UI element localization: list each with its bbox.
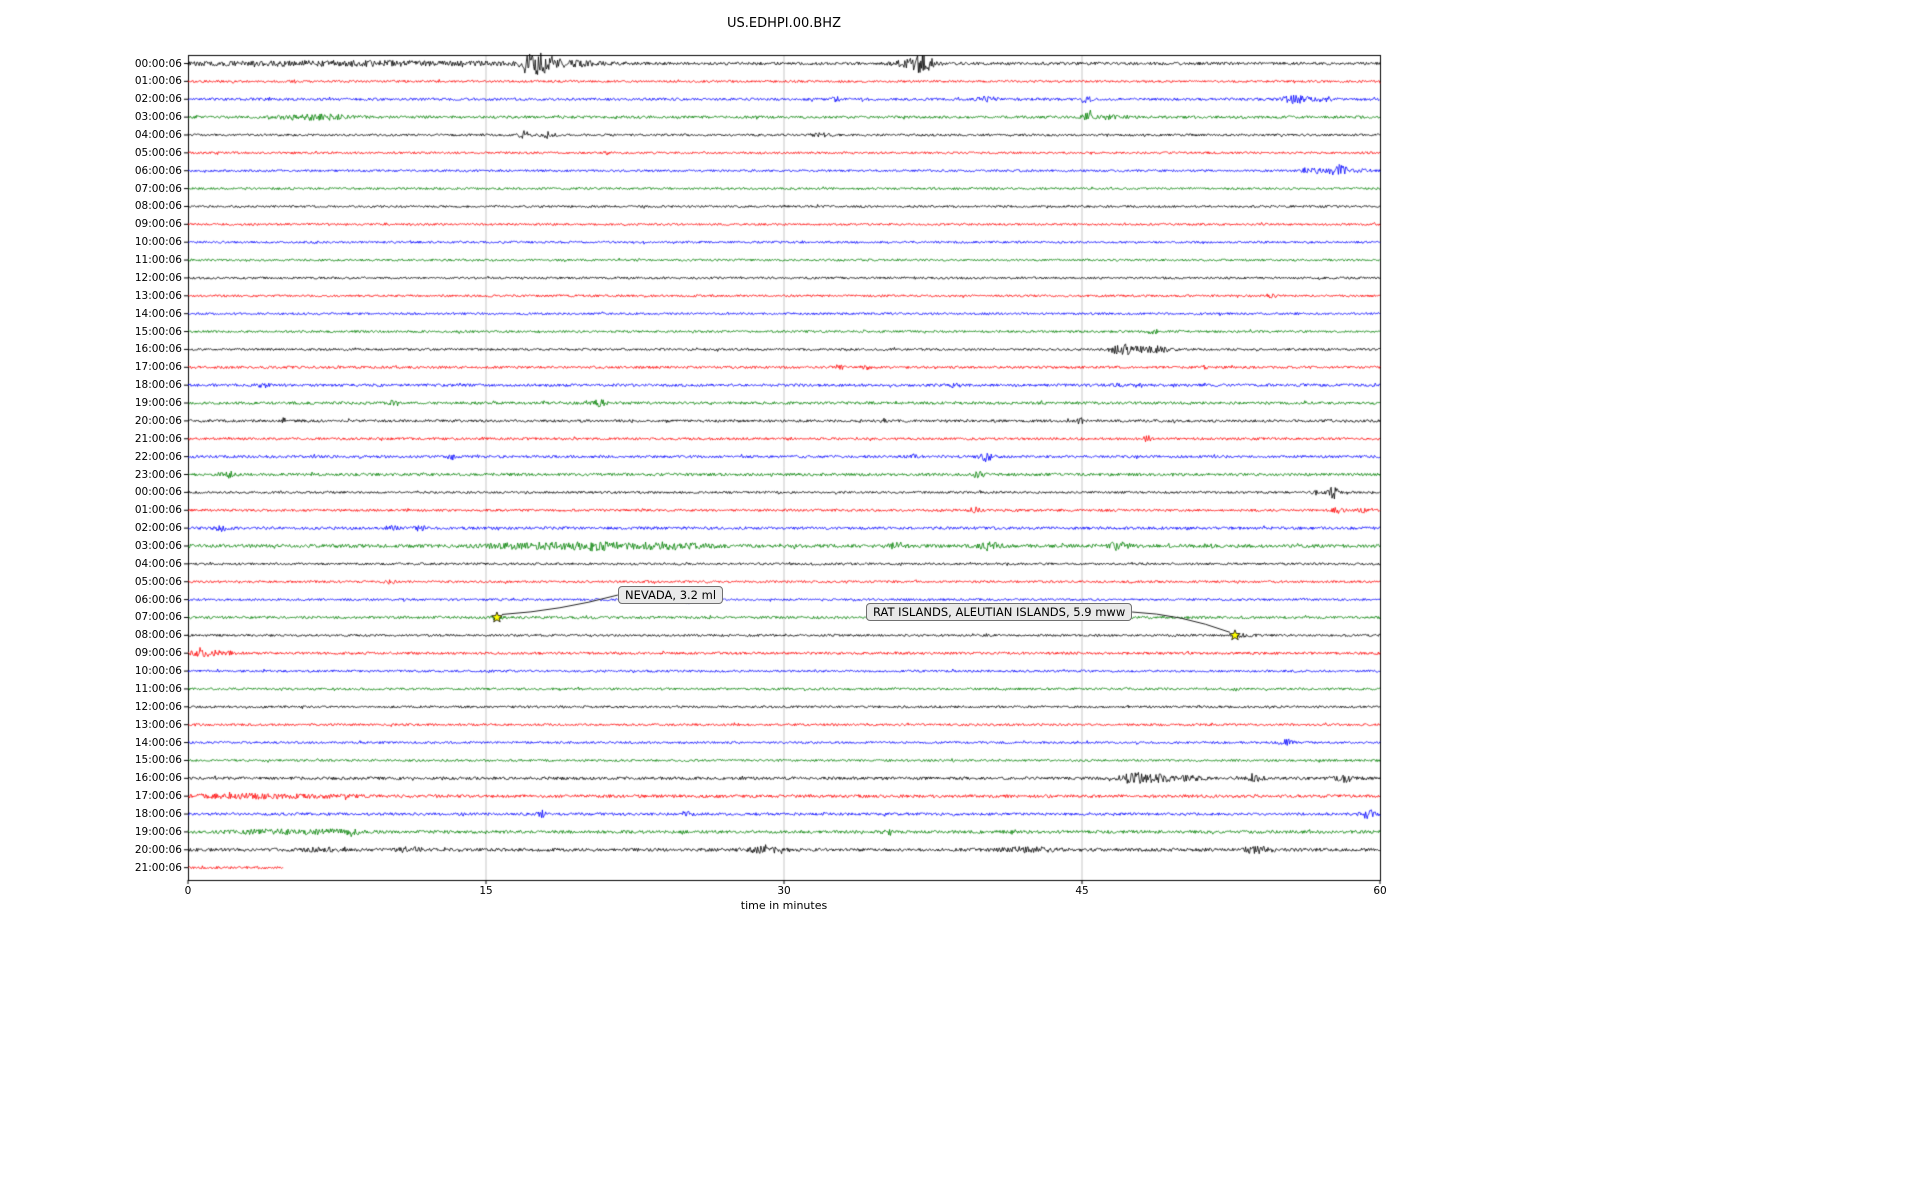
y-tick-label: 16:00:06 <box>134 343 182 356</box>
y-tick-label: 02:00:06 <box>134 93 182 106</box>
y-tick-label: 15:00:06 <box>134 325 182 338</box>
y-tick-label: 09:00:06 <box>134 647 182 660</box>
annotation-nevada-text: NEVADA, 3.2 ml <box>625 588 717 602</box>
y-tick-label: 08:00:06 <box>134 200 182 213</box>
x-tick-label: 45 <box>1075 885 1089 897</box>
y-tick-label: 00:00:06 <box>134 57 182 70</box>
y-tick-label: 13:00:06 <box>134 718 182 731</box>
x-tick-label: 30 <box>777 885 791 897</box>
y-tick-label: 14:00:06 <box>134 736 182 749</box>
y-tick-label: 13:00:06 <box>134 289 182 302</box>
y-tick-label: 04:00:06 <box>134 557 182 570</box>
y-tick-label: 11:00:06 <box>134 254 182 267</box>
y-tick-label: 19:00:06 <box>134 397 182 410</box>
y-tick-label: 10:00:06 <box>134 665 182 678</box>
y-tick-label: 18:00:06 <box>134 808 182 821</box>
x-tick-label: 60 <box>1373 885 1387 897</box>
y-tick-label: 07:00:06 <box>134 182 182 195</box>
y-tick-label: 17:00:06 <box>134 361 182 374</box>
y-tick-label: 08:00:06 <box>134 629 182 642</box>
y-tick-label: 12:00:06 <box>134 271 182 284</box>
y-tick-label: 01:00:06 <box>134 75 182 88</box>
y-tick-label: 14:00:06 <box>134 307 182 320</box>
y-tick-label: 06:00:06 <box>134 164 182 177</box>
x-tick-label: 0 <box>184 885 192 897</box>
y-tick-label: 06:00:06 <box>134 593 182 606</box>
annotation-rat-islands: RAT ISLANDS, ALEUTIAN ISLANDS, 5.9 mww <box>866 603 1133 621</box>
y-tick-label: 23:00:06 <box>134 468 182 481</box>
y-tick-label: 20:00:06 <box>134 843 182 856</box>
y-tick-label: 21:00:06 <box>134 432 182 445</box>
y-tick-label: 10:00:06 <box>134 236 182 249</box>
y-tick-label: 00:00:06 <box>134 486 182 499</box>
y-tick-label: 05:00:06 <box>134 575 182 588</box>
annotation-rat-islands-text: RAT ISLANDS, ALEUTIAN ISLANDS, 5.9 mww <box>873 605 1126 619</box>
annotation-nevada: NEVADA, 3.2 ml <box>618 586 724 604</box>
y-tick-label: 20:00:06 <box>134 414 182 427</box>
y-tick-label: 03:00:06 <box>134 539 182 552</box>
y-tick-label: 02:00:06 <box>134 522 182 535</box>
y-tick-label: 22:00:06 <box>134 450 182 463</box>
y-tick-label: 05:00:06 <box>134 146 182 159</box>
y-tick-label: 09:00:06 <box>134 218 182 231</box>
y-tick-label: 04:00:06 <box>134 128 182 141</box>
y-tick-label: 16:00:06 <box>134 772 182 785</box>
y-tick-label: 07:00:06 <box>134 611 182 624</box>
y-tick-label: 12:00:06 <box>134 700 182 713</box>
x-tick-label: 15 <box>479 885 493 897</box>
y-tick-label: 19:00:06 <box>134 825 182 838</box>
y-tick-label: 21:00:06 <box>134 861 182 874</box>
chart-title: US.EDHPI.00.BHZ <box>727 16 841 31</box>
x-axis-title: time in minutes <box>740 899 828 912</box>
y-tick-label: 17:00:06 <box>134 790 182 803</box>
y-tick-label: 03:00:06 <box>134 111 182 124</box>
y-tick-label: 18:00:06 <box>134 379 182 392</box>
y-tick-label: 15:00:06 <box>134 754 182 767</box>
y-tick-label: 01:00:06 <box>134 504 182 517</box>
y-tick-label: 11:00:06 <box>134 682 182 695</box>
